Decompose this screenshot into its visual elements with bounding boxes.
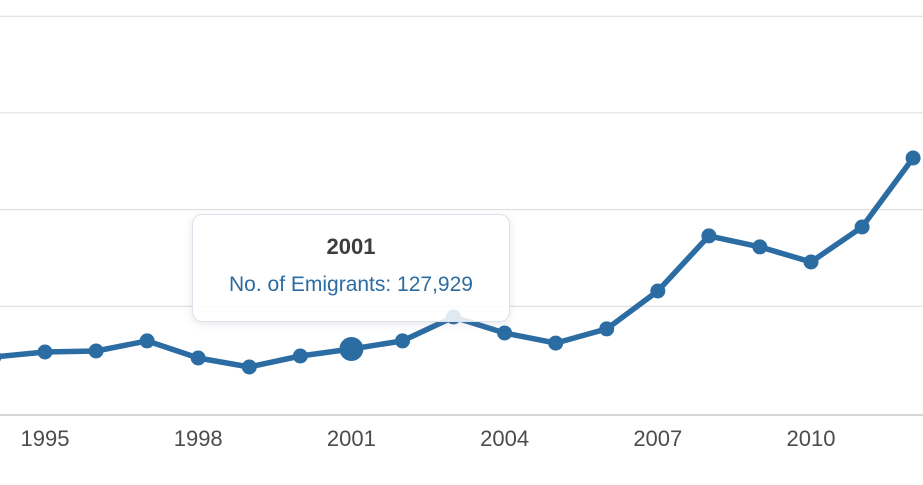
tooltip-value: No. of Emigrants: 127,929 [229,273,473,296]
data-point-2000[interactable] [292,348,308,364]
data-point-1994[interactable] [0,350,2,365]
data-point-2002[interactable] [395,333,410,349]
x-tick-2007: 2007 [633,426,682,451]
data-point-2001[interactable] [339,337,364,361]
x-tick-1995: 1995 [21,426,70,451]
data-point-1998[interactable] [190,350,206,366]
data-points [0,150,921,375]
x-tick-2001: 2001 [327,426,376,451]
x-tick-2004: 2004 [480,426,529,451]
data-point-2011[interactable] [854,219,870,235]
data-point-1995[interactable] [37,344,53,360]
data-point-2005[interactable] [548,335,564,351]
tooltip-year: 2001 [326,234,376,259]
data-point-2004[interactable] [497,325,513,341]
data-point-1996[interactable] [88,343,104,359]
data-point-1997[interactable] [139,333,155,349]
data-point-2007[interactable] [650,283,666,299]
x-tick-1998: 1998 [174,426,223,451]
x-axis-labels: 1995 1998 2001 2004 2007 2010 [21,426,836,451]
data-point-1999[interactable] [241,359,257,375]
x-tick-2010: 2010 [787,426,836,451]
chart-tooltip: 2001 No. of Emigrants: 127,929 [192,214,510,322]
data-point-2010[interactable] [803,254,819,270]
data-point-2012[interactable] [905,150,921,166]
data-point-2006[interactable] [599,321,615,337]
data-point-2009[interactable] [752,239,768,255]
data-point-2008[interactable] [701,228,717,244]
